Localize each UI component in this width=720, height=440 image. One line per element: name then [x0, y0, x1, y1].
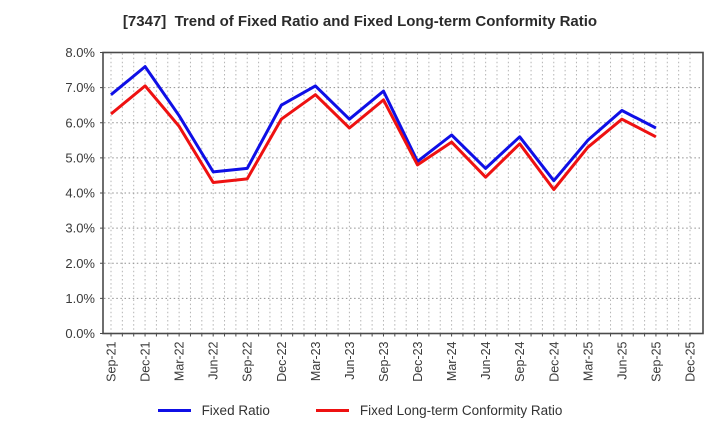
y-tick-label: 3.0%	[65, 221, 95, 236]
x-tick-label: Dec-22	[275, 341, 289, 381]
series-line-fixed-ratio	[110, 65, 657, 183]
y-tick-label: 4.0%	[65, 186, 95, 201]
x-tick-label: Dec-21	[139, 341, 153, 381]
x-tick-label: Jun-22	[207, 341, 221, 379]
y-tick-label: 5.0%	[65, 150, 95, 165]
y-tick-label: 7.0%	[65, 80, 95, 95]
x-tick-label: Mar-23	[309, 341, 323, 381]
x-tick-label: Sep-22	[241, 341, 255, 381]
legend-label-fixed-ratio: Fixed Ratio	[201, 403, 270, 418]
x-tick-label: Dec-23	[411, 341, 425, 381]
x-tick-label: Sep-21	[105, 341, 119, 381]
x-tick-label: Sep-25	[649, 341, 663, 381]
legend: Fixed Ratio Fixed Long-term Conformity R…	[0, 403, 720, 418]
legend-item-fixed-ratio: Fixed Ratio	[157, 403, 270, 418]
x-tick-label: Sep-24	[513, 341, 527, 381]
y-tick-label: 6.0%	[65, 115, 95, 130]
x-tick-label: Mar-25	[581, 341, 595, 381]
x-tick-label: Jun-25	[615, 341, 629, 379]
x-tick-label: Sep-23	[377, 341, 391, 381]
y-tick-label: 0.0%	[65, 326, 95, 341]
legend-item-fixed-longterm-conformity-ratio: Fixed Long-term Conformity Ratio	[315, 403, 563, 418]
chart-title: [7347] Trend of Fixed Ratio and Fixed Lo…	[122, 13, 598, 30]
series-line-fixed-long-term-conformity-ratio	[110, 84, 657, 191]
x-tick-label: Dec-24	[547, 341, 561, 381]
legend-line-swatch-blue	[157, 409, 191, 412]
y-tick-label: 1.0%	[65, 291, 95, 306]
x-tick-label: Mar-24	[445, 341, 459, 381]
legend-label-fixed-longterm-conformity-ratio: Fixed Long-term Conformity Ratio	[359, 403, 563, 418]
legend-line-swatch-red	[315, 409, 349, 412]
y-tick-label: 2.0%	[65, 256, 95, 271]
y-tick-label: 8.0%	[65, 45, 95, 60]
x-tick-label: Dec-25	[684, 341, 698, 381]
x-tick-label: Jun-24	[479, 341, 493, 379]
x-tick-label: Mar-22	[173, 341, 187, 381]
x-tick-label: Jun-23	[343, 341, 357, 379]
